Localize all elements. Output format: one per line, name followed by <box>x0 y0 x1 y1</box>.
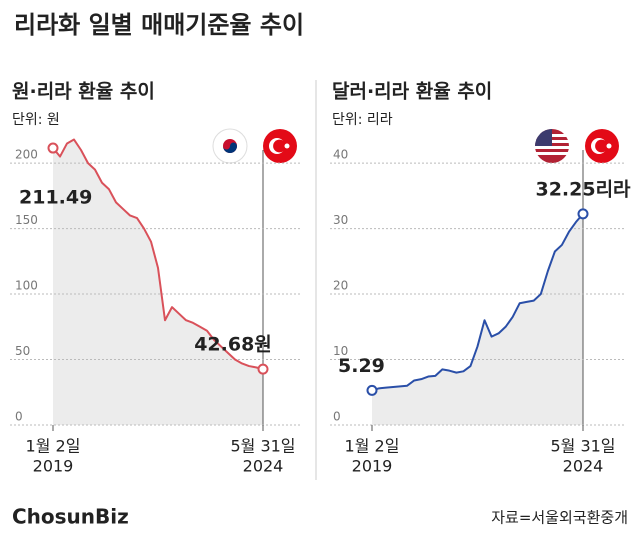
logo: ChosunBiz <box>12 505 129 529</box>
value-label: 32.25리라 <box>535 178 631 200</box>
y-tick-label: 0 <box>333 410 341 424</box>
y-tick-label: 200 <box>15 148 38 162</box>
y-tick-label: 20 <box>333 279 348 293</box>
unit-label: 단위: 원 <box>12 112 60 128</box>
area <box>372 213 583 425</box>
y-tick-label: 10 <box>333 344 348 358</box>
end-marker <box>366 384 378 396</box>
y-tick-label: 30 <box>333 213 348 227</box>
end-marker <box>47 142 59 154</box>
panel-title: 원·리라 환율 추이 <box>12 81 155 103</box>
x-tick-label: 5월 31일 <box>230 437 295 456</box>
flag-turkey <box>585 129 619 163</box>
end-marker <box>577 208 589 220</box>
flag-korea <box>212 128 248 164</box>
source: 자료=서울외국환중개 <box>491 509 628 527</box>
flag-usa <box>535 129 569 163</box>
line <box>371 213 584 392</box>
value-label: 5.29 <box>338 355 385 377</box>
panel-title: 달러·리라 환율 추이 <box>332 81 492 103</box>
end-marker <box>257 363 269 375</box>
y-tick-label: 100 <box>15 279 38 293</box>
x-tick-label: 1월 2일 <box>26 437 81 456</box>
x-tick-label: 1월 2일 <box>345 437 400 456</box>
y-tick-label: 150 <box>15 213 38 227</box>
y-tick-label: 50 <box>15 344 30 358</box>
value-label: 42.68원 <box>194 334 272 356</box>
x-tick-year: 2019 <box>33 457 74 476</box>
x-tick-label: 5월 31일 <box>550 437 615 456</box>
x-tick-year: 2024 <box>563 457 604 476</box>
line <box>52 138 264 371</box>
main-title: 리라화 일별 매매기준율 추이 <box>14 11 304 39</box>
y-tick-label: 40 <box>333 148 348 162</box>
flag-turkey <box>263 129 297 163</box>
x-tick-year: 2019 <box>352 457 393 476</box>
y-tick-label: 0 <box>15 410 23 424</box>
value-label: 211.49 <box>19 187 92 209</box>
area <box>53 139 263 425</box>
unit-label: 단위: 리라 <box>332 112 393 128</box>
x-tick-year: 2024 <box>243 457 284 476</box>
